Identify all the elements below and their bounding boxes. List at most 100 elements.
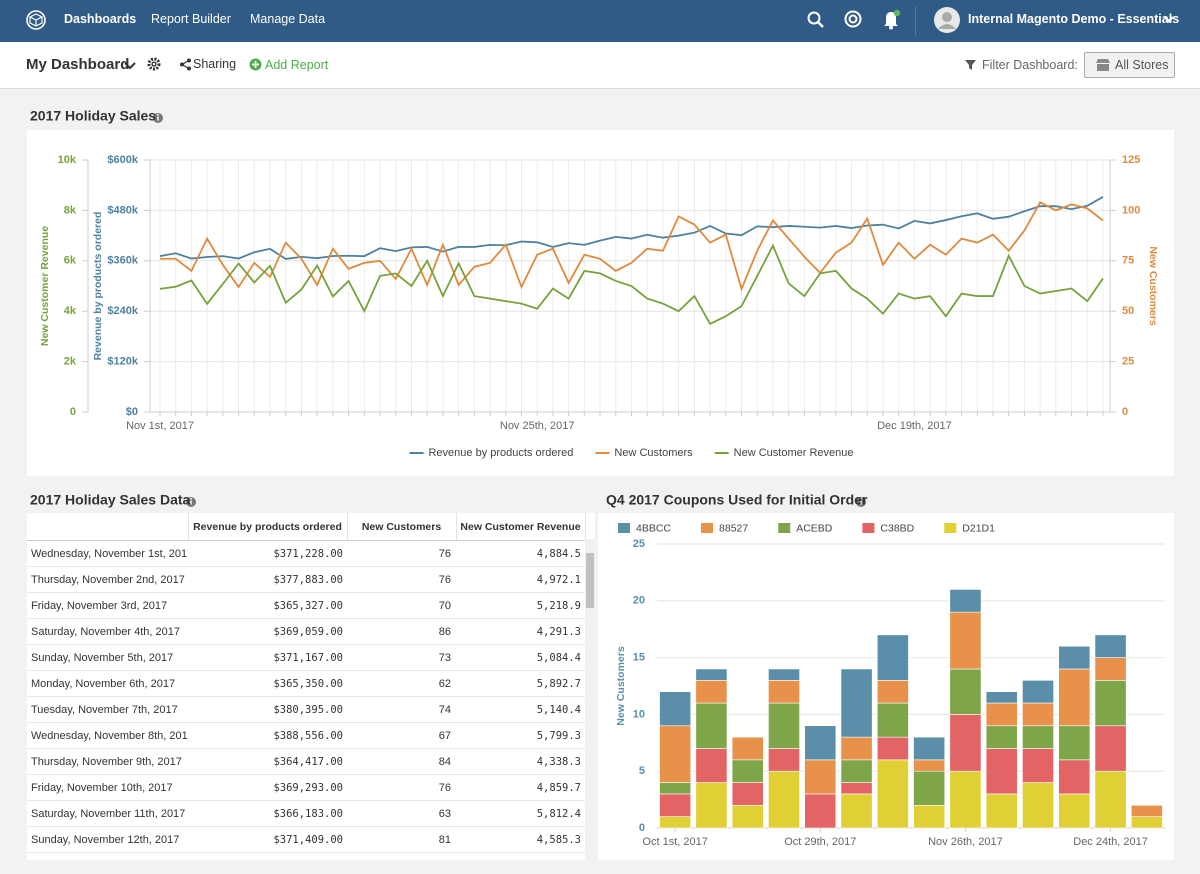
notifications-icon[interactable]	[881, 8, 903, 30]
nav-link[interactable]: Dashboards	[64, 12, 137, 26]
table-cell: $365,350.00	[188, 670, 347, 697]
table-cell: 5,084.4	[456, 644, 585, 671]
bar-segment	[840, 793, 873, 829]
scrollbar[interactable]	[585, 539, 595, 860]
table-row: Thursday, November 2nd, 2017 $377,883.00 7…	[27, 566, 585, 593]
bar-segment	[876, 702, 909, 738]
bar-segment	[768, 668, 800, 681]
chevron[interactable]	[123, 61, 137, 71]
add-report-button[interactable]: Add Report	[265, 58, 329, 72]
legend-swatch	[618, 523, 630, 533]
legend-label: New Customers	[614, 447, 693, 459]
y-tick-label: 25	[1122, 356, 1134, 368]
y-tick-label: 6k	[64, 255, 77, 267]
table-cell: 4,884.5	[456, 540, 585, 567]
bar-segment	[913, 759, 946, 772]
table-cell: 5,140.4	[456, 696, 585, 723]
bar-segment	[985, 748, 1018, 795]
share-icon[interactable]	[179, 58, 192, 71]
table-cell: 74	[347, 696, 456, 723]
search-icon[interactable]	[806, 10, 826, 30]
table-cell: 5,812.4	[456, 800, 585, 827]
table-cell: 70	[347, 592, 456, 619]
sharing-button[interactable]: Sharing	[193, 57, 237, 71]
y-tick-label: 25	[633, 538, 645, 550]
avatar[interactable]	[933, 6, 961, 34]
y-axis-label: New Customer Revenue	[39, 226, 51, 346]
x-tick-label: Oct 29th, 2017	[784, 836, 856, 848]
store-button[interactable]: All Stores	[1084, 52, 1175, 78]
bar-segment	[695, 748, 728, 783]
bar-segment	[913, 736, 946, 761]
help-icon[interactable]	[843, 9, 863, 29]
table-cell: Tuesday, November 7th, 2017	[27, 696, 188, 723]
table-cell: $365,327.00	[188, 592, 347, 619]
bar-segment	[1094, 725, 1127, 772]
table-cell: Sunday, November 5th, 2017	[27, 644, 188, 671]
bar-segment	[949, 770, 982, 829]
y-axis-label: Revenue by products ordered	[92, 212, 104, 361]
table-cell: 84	[347, 748, 456, 775]
table-row: Monday, November 6th, 2017 $365,350.00 62 5…	[27, 670, 585, 697]
header-cell[interactable]: New Customers	[347, 513, 457, 541]
y-tick-label: 10	[633, 708, 645, 720]
header-cell[interactable]: New Customer Revenue	[456, 513, 586, 541]
nav-link[interactable]: Manage Data	[250, 12, 326, 26]
bar-segment	[731, 804, 764, 829]
x-tick-label: Nov 1st, 2017	[126, 420, 194, 432]
divider	[915, 6, 916, 36]
y-tick-label: 20	[633, 595, 645, 607]
table-cell: Monday, November 6th, 2017	[27, 670, 188, 697]
table-cell: Friday, November 3rd, 2017	[27, 592, 188, 619]
bar-segment	[1022, 680, 1054, 704]
logo[interactable]	[25, 9, 47, 31]
y-tick-label: $480k	[107, 204, 138, 216]
table-row: Sunday, November 12th, 2017 $371,409.00 81…	[27, 826, 585, 853]
store-icon	[1096, 59, 1110, 71]
bar-segment	[1058, 725, 1091, 761]
bar-segment	[840, 668, 873, 738]
bar-segment	[768, 680, 800, 704]
bar-segment	[876, 759, 909, 829]
y-tick-label: 5	[639, 765, 645, 777]
table-cell: 5,892.7	[456, 670, 585, 697]
bar-segment	[1022, 725, 1054, 749]
x-tick-label: Nov 26th, 2017	[928, 836, 1003, 848]
y-tick-label: 100	[1122, 204, 1140, 216]
y-tick-label: 15	[633, 652, 645, 664]
bar-segment	[1058, 668, 1091, 727]
account-name[interactable]: Internal Magento Demo - Essentials	[968, 12, 1180, 26]
bar-segment	[659, 816, 692, 829]
chart-title: Q4 2017 Coupons Used for Initial Order	[606, 492, 868, 508]
legend-label: New Customer Revenue	[734, 447, 854, 459]
series-line	[160, 201, 1104, 292]
dashboard-title[interactable]: My Dashboard	[26, 56, 130, 73]
add-icon[interactable]	[249, 58, 262, 71]
bar-segment	[913, 804, 946, 829]
y-tick-label: $360k	[107, 255, 138, 267]
y-tick-label: 50	[1122, 305, 1134, 317]
header-cell	[27, 513, 189, 541]
y-tick-label: 0	[1122, 406, 1128, 418]
store-button-label[interactable]: All Stores	[1115, 58, 1169, 72]
scrollbar-thumb[interactable]	[586, 553, 594, 608]
y-tick-label: $600k	[107, 154, 138, 166]
table-cell: Wednesday, November 8th, 2017	[27, 722, 188, 749]
table-cell: 4,972.1	[456, 566, 585, 593]
table-title: 2017 Holiday Sales Data	[30, 492, 191, 508]
table-cell: Wednesday, November 1st, 2017	[27, 540, 188, 567]
legend-label: ACEBD	[796, 522, 833, 534]
bar-segment	[768, 702, 800, 749]
table-cell: 4,338.3	[456, 748, 585, 775]
bar-segment	[985, 691, 1018, 704]
table-cell: 76	[347, 774, 456, 801]
y-axis-label: New Customers	[1147, 246, 1159, 326]
table-cell: Thursday, November 9th, 2017	[27, 748, 188, 775]
settings-icon[interactable]	[147, 57, 161, 71]
header-cell[interactable]: Revenue by products ordered	[188, 513, 348, 541]
nav-link[interactable]: Report Builder	[151, 12, 231, 26]
bar-segment	[1022, 782, 1054, 829]
bar-segment	[659, 725, 692, 783]
